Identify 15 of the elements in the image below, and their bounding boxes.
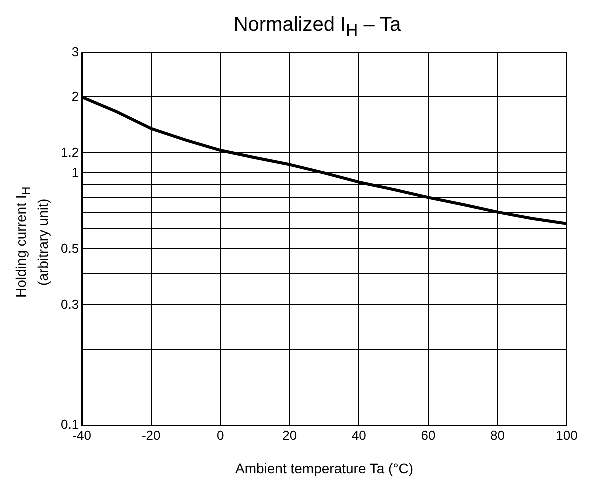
x-tick-label: 0 — [217, 428, 224, 443]
x-tick-label: 80 — [490, 428, 505, 443]
y-tick-label: 1 — [72, 164, 80, 180]
x-tick-label: 40 — [352, 428, 366, 443]
x-axis-title: Ambient temperature Ta (°C) — [235, 460, 414, 476]
x-tick-label: 100 — [556, 428, 578, 443]
y-tick-label: 0.3 — [60, 296, 80, 312]
y-tick-label: 3 — [72, 44, 80, 60]
y-tick-label: 2 — [72, 88, 80, 104]
chart-title: Normalized I$_{H}$ – Ta — [232, 13, 402, 42]
x-tick-label: -20 — [142, 428, 161, 443]
y-tick-label: 1.2 — [60, 144, 80, 160]
x-tick-label: 20 — [282, 428, 298, 443]
x-tick-label: 60 — [421, 428, 436, 443]
y-tick-label: 0.5 — [60, 240, 80, 256]
